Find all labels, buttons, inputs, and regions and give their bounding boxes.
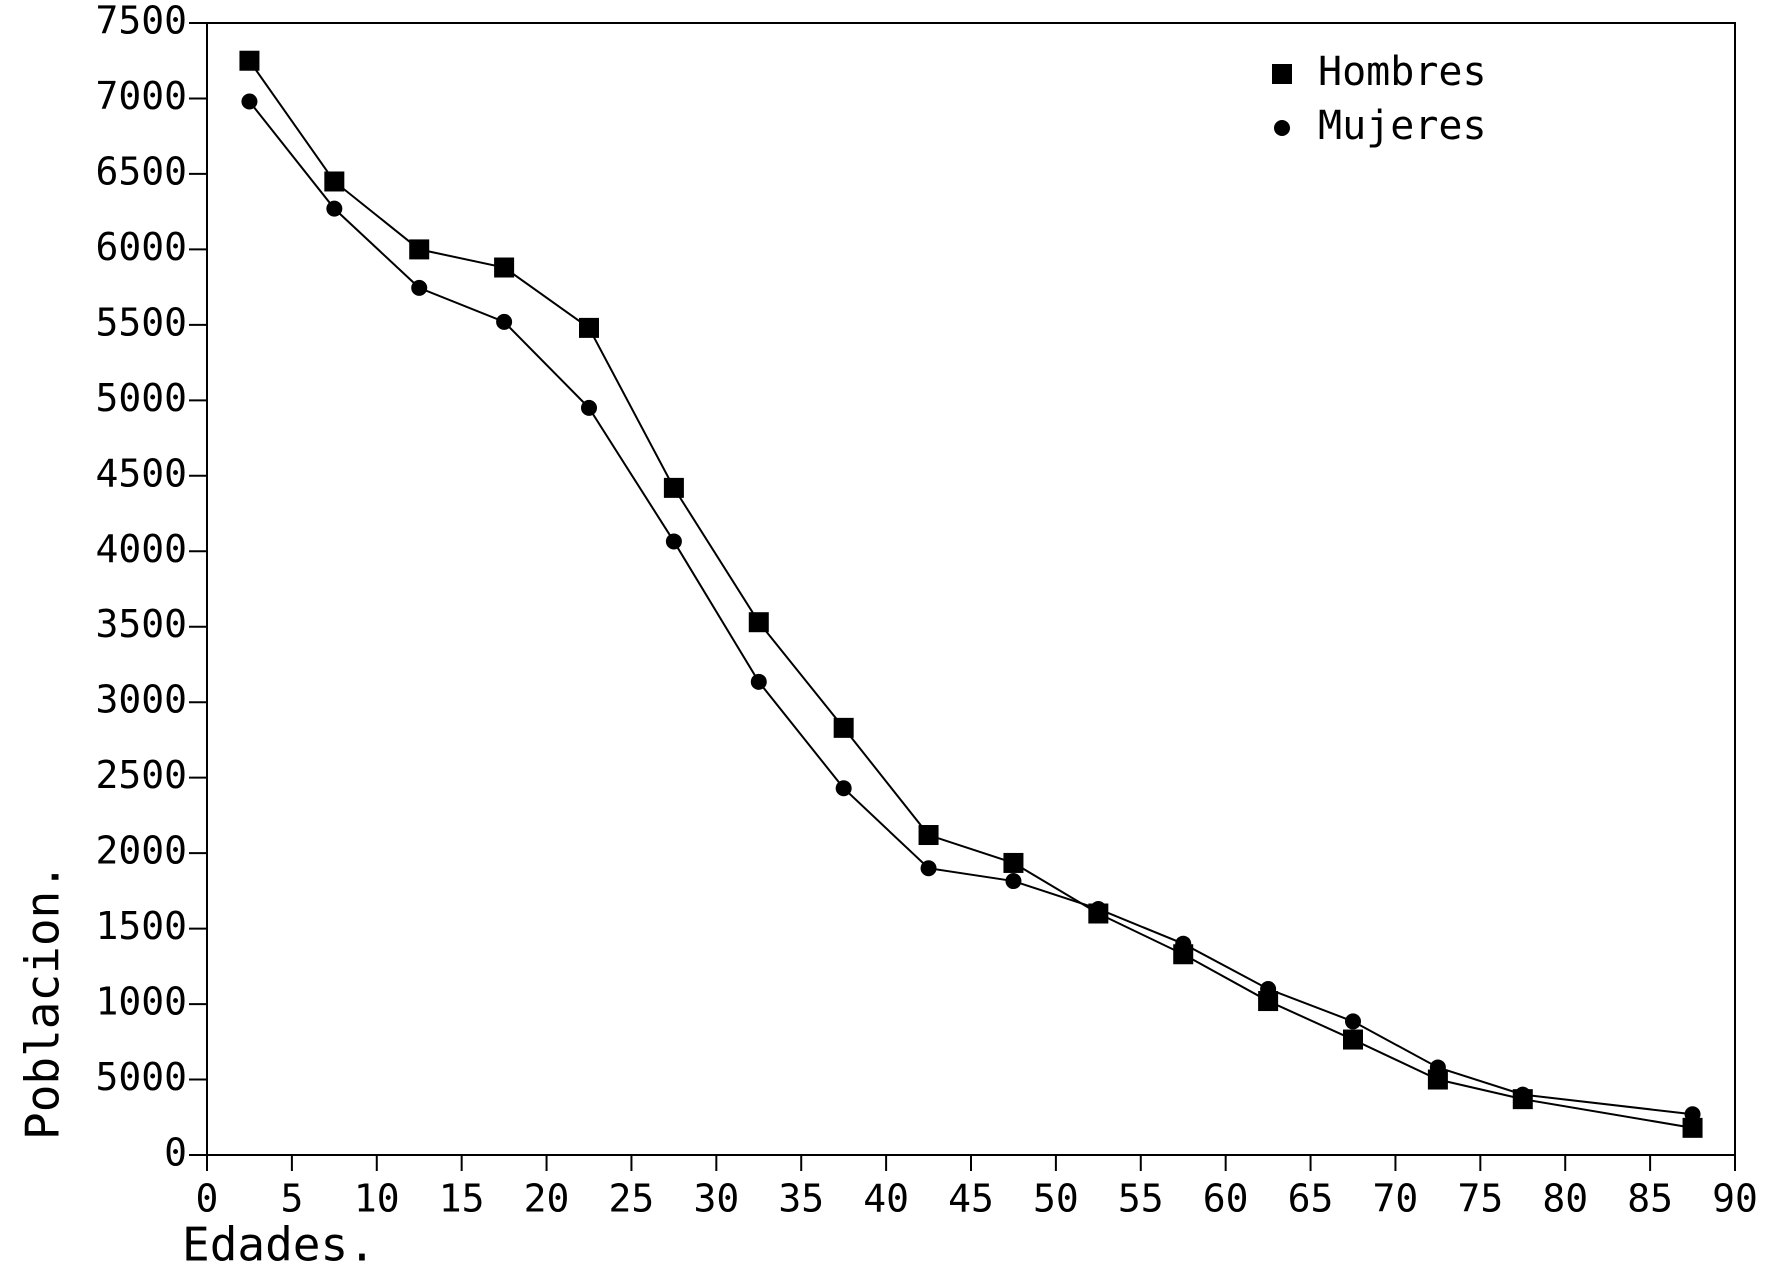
legend-label: Mujeres xyxy=(1318,103,1487,149)
y-tick-label: 7000 xyxy=(95,74,187,118)
point-marker xyxy=(1427,1069,1448,1090)
point-marker xyxy=(579,317,599,338)
point-marker xyxy=(835,780,852,797)
point-marker xyxy=(1090,900,1107,917)
x-axis-label: Edades. xyxy=(182,1218,376,1268)
legend-label: Hombres xyxy=(1318,49,1487,95)
point-marker xyxy=(665,533,682,550)
point-marker xyxy=(663,477,684,498)
y-tick-label: 7500 xyxy=(95,0,187,43)
y-tick-label: 5000 xyxy=(95,1055,187,1099)
y-tick-label: 1000 xyxy=(95,980,187,1024)
point-marker xyxy=(748,612,769,633)
point-marker xyxy=(1175,935,1192,952)
series-line xyxy=(248,60,1693,1129)
point-marker xyxy=(409,239,430,260)
point-marker xyxy=(1345,1013,1361,1030)
x-tick-label: 20 xyxy=(524,1177,570,1221)
series-line xyxy=(248,100,1693,1116)
x-tick-label: 45 xyxy=(948,1177,994,1221)
point-marker xyxy=(1003,852,1024,873)
x-tick-label: 50 xyxy=(1033,1177,1079,1221)
y-tick-label: 6000 xyxy=(95,225,187,269)
point-marker xyxy=(750,673,767,690)
point-marker xyxy=(411,279,428,296)
point-marker xyxy=(920,860,937,877)
point-marker xyxy=(494,257,515,278)
y-tick-label: 6500 xyxy=(95,149,187,193)
x-tick-label: 60 xyxy=(1203,1177,1249,1221)
point-marker xyxy=(1260,980,1277,997)
point-marker xyxy=(239,50,260,71)
x-tick-label: 70 xyxy=(1373,1177,1419,1221)
x-tick-label: 30 xyxy=(693,1177,739,1221)
x-tick-label: 35 xyxy=(778,1177,824,1221)
point-marker xyxy=(1429,1059,1446,1076)
x-tick-label: 85 xyxy=(1627,1177,1673,1221)
point-marker xyxy=(1343,1029,1363,1050)
point-marker xyxy=(241,93,258,110)
y-axis-label: Poblacion. xyxy=(16,863,70,1140)
y-tick-label: 1500 xyxy=(95,904,187,948)
point-marker xyxy=(1682,1117,1703,1138)
point-marker xyxy=(833,717,854,738)
x-tick-label: 80 xyxy=(1542,1177,1588,1221)
point-marker xyxy=(1684,1106,1701,1123)
plot-frame xyxy=(206,22,1736,1156)
x-tick-label: 90 xyxy=(1712,1177,1758,1221)
x-tick-label: 40 xyxy=(863,1177,909,1221)
x-tick-label: 5 xyxy=(280,1177,303,1221)
point-marker xyxy=(581,399,597,416)
point-marker xyxy=(1258,991,1279,1012)
point-marker xyxy=(918,825,939,846)
point-marker xyxy=(496,313,513,330)
y-tick-label: 2500 xyxy=(95,753,187,797)
y-tick-label: 3500 xyxy=(95,602,187,646)
point-marker xyxy=(1005,873,1022,890)
point-marker xyxy=(324,171,345,192)
y-tick-label: 4500 xyxy=(95,451,187,495)
point-marker xyxy=(1514,1086,1531,1103)
legend-marker xyxy=(1272,64,1292,84)
y-tick-label: 5500 xyxy=(95,300,187,344)
x-tick-label: 0 xyxy=(196,1177,219,1221)
y-tick-label: 2000 xyxy=(95,829,187,873)
x-tick-label: 10 xyxy=(354,1177,400,1221)
x-tick-label: 75 xyxy=(1457,1177,1503,1221)
point-marker xyxy=(326,200,343,217)
x-tick-label: 25 xyxy=(609,1177,655,1221)
y-tick-label: 5000 xyxy=(95,376,187,420)
legend-marker xyxy=(1274,120,1290,136)
y-tick-label: 0 xyxy=(164,1131,187,1175)
x-tick-label: 65 xyxy=(1288,1177,1334,1221)
y-tick-label: 4000 xyxy=(95,527,187,571)
x-tick-label: 15 xyxy=(439,1177,485,1221)
x-tick-label: 55 xyxy=(1118,1177,1164,1221)
y-tick-label: 3000 xyxy=(95,678,187,722)
